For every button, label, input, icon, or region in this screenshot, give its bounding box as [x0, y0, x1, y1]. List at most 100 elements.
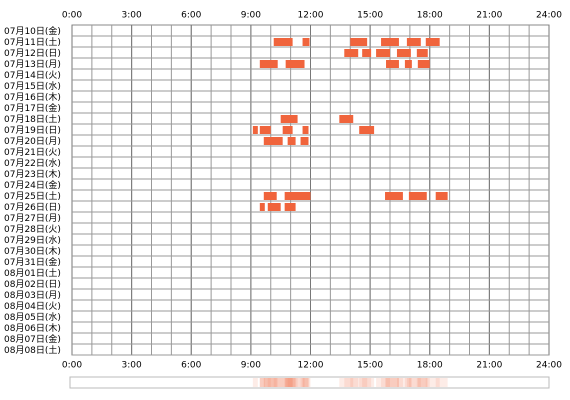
row-label: 07月22日(水) — [4, 157, 61, 169]
row-label: 07月26日(日) — [4, 202, 61, 213]
event-bar — [425, 38, 440, 46]
row-label: 07月18日(土) — [4, 113, 61, 125]
x-tick-label-bottom: 0:00 — [62, 361, 82, 371]
density-cell — [302, 378, 309, 387]
row-label: 07月21日(火) — [4, 147, 61, 158]
x-tick-label-top: 6:00 — [181, 11, 201, 21]
row-label: 07月11日(土) — [4, 36, 61, 48]
density-cell — [259, 378, 278, 387]
event-bar — [263, 137, 283, 145]
row-label: 08月01日(土) — [4, 267, 61, 279]
row-label: 07月15日(水) — [4, 80, 61, 92]
density-strip — [69, 376, 550, 389]
density-cell — [252, 378, 258, 387]
x-tick-label-bottom: 18:00 — [417, 361, 443, 371]
event-bar — [386, 60, 399, 68]
density-cell — [404, 378, 412, 387]
event-bar — [362, 49, 372, 57]
row-label: 08月05日(水) — [4, 311, 61, 323]
density-cell — [259, 378, 271, 387]
event-bar — [396, 49, 411, 57]
x-tick-label-bottom: 21:00 — [476, 361, 502, 371]
x-tick-label-top: 15:00 — [357, 11, 383, 21]
density-cell — [339, 378, 354, 387]
density-cell — [350, 378, 368, 387]
density-cell — [263, 378, 283, 387]
density-cell — [282, 378, 293, 387]
event-bar — [259, 203, 265, 211]
event-bar — [273, 38, 293, 46]
density-cell — [406, 378, 421, 387]
x-tick-label-bottom: 24:00 — [536, 361, 562, 371]
density-cell — [376, 378, 390, 387]
event-bar — [284, 192, 311, 200]
row-label: 07月16日(木) — [4, 91, 61, 103]
event-bar — [376, 49, 390, 57]
event-bar — [302, 126, 309, 134]
event-bar — [350, 38, 368, 46]
x-tick-label-top: 9:00 — [241, 11, 261, 21]
density-cell — [287, 378, 296, 387]
row-label: 07月31日(金) — [4, 256, 61, 268]
row-label: 07月27日(月) — [4, 213, 61, 224]
density-cell — [284, 378, 311, 387]
row-label: 07月28日(火) — [4, 224, 61, 235]
density-cell — [425, 378, 440, 387]
x-tick-label-top: 0:00 — [62, 11, 82, 21]
row-label: 08月03日(月) — [4, 290, 61, 301]
event-bar — [435, 192, 448, 200]
event-bar — [302, 38, 310, 46]
row-label: 08月08日(土) — [4, 344, 61, 356]
density-cell — [417, 378, 430, 387]
event-bar — [252, 126, 258, 134]
event-bar — [280, 115, 298, 123]
event-bar — [285, 60, 305, 68]
row-label: 07月13日(月) — [4, 59, 61, 70]
event-bar — [300, 137, 309, 145]
density-cell — [359, 378, 375, 387]
x-tick-label-top: 21:00 — [476, 11, 502, 21]
density-cell — [385, 378, 403, 387]
row-label: 07月12日(日) — [4, 48, 61, 59]
row-label: 07月24日(金) — [4, 179, 61, 191]
density-cell — [284, 378, 296, 387]
event-bar — [282, 126, 293, 134]
density-cell — [416, 378, 428, 387]
density-cell — [273, 378, 293, 387]
row-label: 08月07日(金) — [4, 333, 61, 345]
density-cell — [300, 378, 309, 387]
row-label: 07月14日(火) — [4, 70, 61, 81]
x-tick-label-bottom: 15:00 — [357, 361, 383, 371]
event-bar — [359, 126, 375, 134]
density-cell — [362, 378, 372, 387]
row-label: 08月04日(火) — [4, 301, 61, 312]
density-cell — [396, 378, 411, 387]
event-bar — [263, 192, 277, 200]
density-cell — [302, 378, 310, 387]
event-bar — [417, 60, 430, 68]
event-bar — [339, 115, 354, 123]
event-bar — [408, 192, 427, 200]
density-cell — [263, 378, 277, 387]
event-bar — [259, 126, 271, 134]
event-bar — [381, 38, 399, 46]
density-cell — [386, 378, 399, 387]
event-bar — [416, 49, 428, 57]
event-bar — [287, 137, 296, 145]
density-cell — [408, 378, 427, 387]
x-tick-label-bottom: 12:00 — [298, 361, 324, 371]
event-bar — [404, 60, 412, 68]
row-label: 07月25日(土) — [4, 190, 61, 202]
density-cell — [267, 378, 281, 387]
row-label: 07月19日(日) — [4, 125, 61, 136]
x-tick-label-top: 12:00 — [298, 11, 324, 21]
density-cell — [259, 378, 265, 387]
row-label: 07月20日(月) — [4, 136, 61, 147]
density-cell — [381, 378, 399, 387]
density-cell — [280, 378, 298, 387]
event-bar — [259, 60, 278, 68]
event-bar — [344, 49, 359, 57]
x-tick-label-bottom: 9:00 — [241, 361, 261, 371]
x-tick-label-top: 18:00 — [417, 11, 443, 21]
event-bar — [267, 203, 281, 211]
